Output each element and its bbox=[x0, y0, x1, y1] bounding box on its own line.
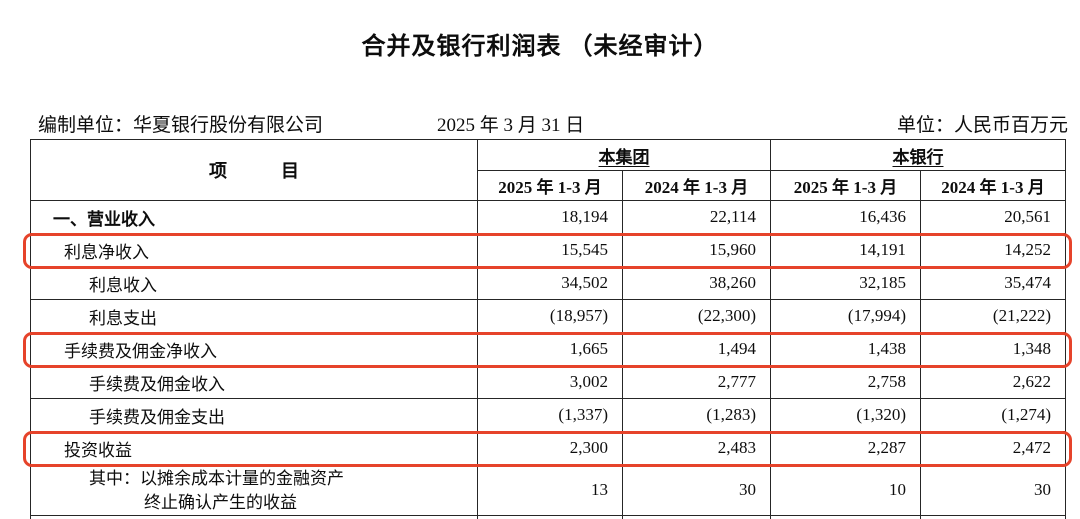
income-statement-table: 项 目 本集团 本银行 2025 年 1-3 月 2024 年 1-3 月 20… bbox=[30, 139, 1066, 519]
group-header-row: 项 目 本集团 本银行 bbox=[30, 139, 1066, 201]
page-title: 合并及银行利润表 （未经审计） bbox=[361, 34, 719, 60]
table-row-derecognition-gains: 其中：以摊余成本计量的金融资产 终止确认产生的收益 13 30 10 30 bbox=[30, 464, 1066, 516]
period-header: 2025 年 1-3 月 bbox=[770, 170, 921, 201]
item-column-header: 项 目 bbox=[30, 139, 478, 201]
table-row-interest-income: 利息收入 34,502 38,260 32,185 35,474 bbox=[30, 266, 1066, 300]
currency-unit-label: 单位：人民币百万元 bbox=[896, 115, 1068, 136]
table-row-investment-income: 投资收益 2,300 2,483 2,287 2,472 bbox=[30, 431, 1066, 465]
table-row-net-interest-income: 利息净收入 15,545 15,960 14,191 14,252 bbox=[30, 233, 1066, 267]
table-row-operating-income: 一、营业收入 18,194 22,114 16,436 20,561 bbox=[30, 200, 1066, 234]
table-row-partial bbox=[30, 515, 1066, 519]
group-header-consolidated: 本集团 bbox=[477, 139, 771, 171]
period-header: 2024 年 1-3 月 bbox=[622, 170, 771, 201]
prepared-by-label: 编制单位：华夏银行股份有限公司 bbox=[38, 115, 324, 136]
row-label-line1: 其中：以摊余成本计量的金融资产 bbox=[89, 468, 344, 488]
period-header: 2024 年 1-3 月 bbox=[920, 170, 1066, 201]
table-row-fee-commission-expense: 手续费及佣金支出 (1,337) (1,283) (1,320) (1,274) bbox=[30, 398, 1066, 432]
period-header: 2025 年 1-3 月 bbox=[477, 170, 623, 201]
group-header-bank: 本银行 bbox=[770, 139, 1066, 171]
table-row-fee-commission-income: 手续费及佣金收入 3,002 2,777 2,758 2,622 bbox=[30, 365, 1066, 399]
statement-date: 2025 年 3 月 31 日 bbox=[437, 115, 585, 136]
table-row-interest-expense: 利息支出 (18,957) (22,300) (17,994) (21,222) bbox=[30, 299, 1066, 333]
table-row-net-fee-commission-income: 手续费及佣金净收入 1,665 1,494 1,438 1,348 bbox=[30, 332, 1066, 366]
period-header-row: 2025 年 1-3 月 2024 年 1-3 月 2025 年 1-3 月 2… bbox=[31, 170, 1066, 201]
row-label-line2: 终止确认产生的收益 bbox=[144, 492, 297, 512]
